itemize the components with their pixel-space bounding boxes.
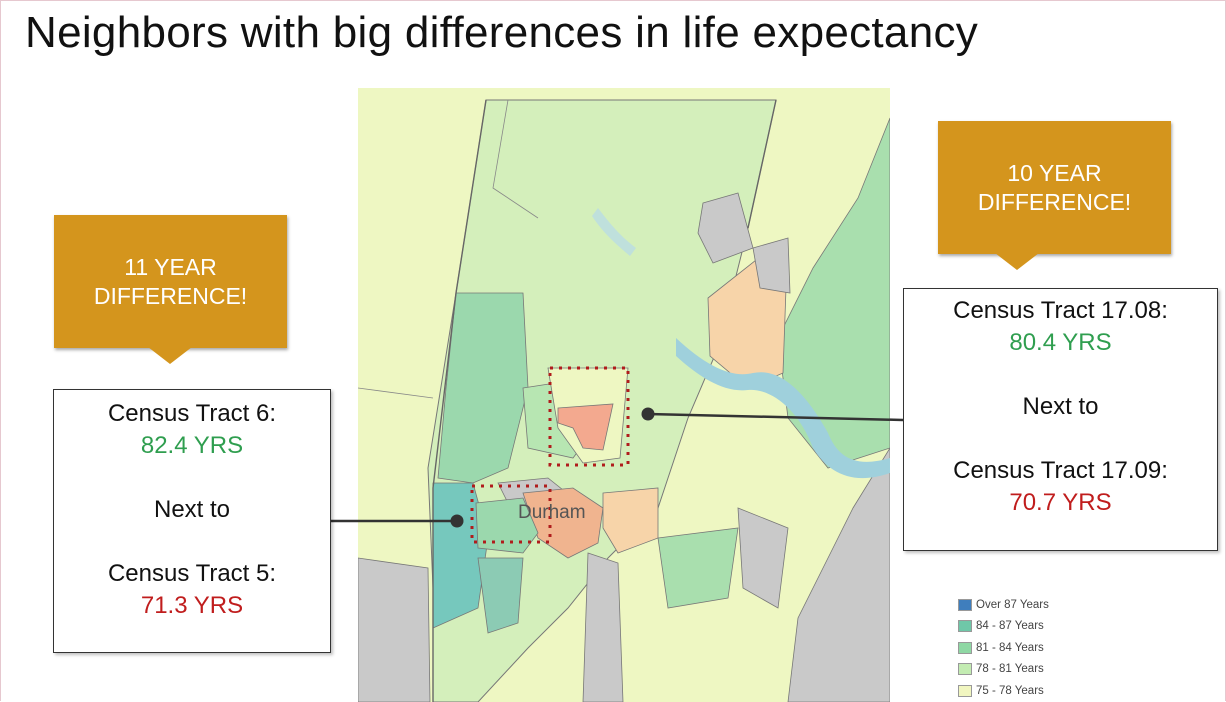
- left-tract-comparison: Census Tract 6: 82.4 YRS Next to Census …: [53, 389, 331, 653]
- tract-1708-label: Census Tract 17.08:: [953, 297, 1168, 324]
- tract-1709-label: Census Tract 17.09:: [953, 457, 1168, 484]
- legend-item: 84 - 87 Years: [958, 616, 1049, 638]
- legend-swatch: [958, 663, 972, 676]
- legend-label: 84 - 87 Years: [976, 620, 1044, 633]
- legend-swatch: [958, 641, 972, 654]
- legend-item: Over 87 Years: [958, 594, 1049, 616]
- legend-swatch: [958, 620, 972, 633]
- tract-1709-value: 70.7 YRS: [1009, 489, 1112, 516]
- legend-label: Over 87 Years: [976, 598, 1049, 611]
- tract-6-label: Census Tract 6:: [107, 400, 277, 427]
- tract-6-value: 82.4 YRS: [140, 432, 244, 459]
- right-difference-banner: 10 YEAR DIFFERENCE!: [938, 121, 1171, 270]
- legend-swatch: [958, 684, 972, 697]
- slide-title: Neighbors with big differences in life e…: [25, 8, 979, 57]
- legend-item: 75 - 78 Years: [958, 680, 1049, 702]
- legend-item: 81 - 84 Years: [958, 637, 1049, 659]
- legend-swatch: [958, 598, 972, 611]
- left-difference-banner: 11 YEAR DIFFERENCE!: [54, 215, 287, 364]
- census-tract-map: Durham: [358, 88, 890, 702]
- legend-label: 75 - 78 Years: [976, 684, 1044, 697]
- tract-1708-value: 80.4 YRS: [1009, 329, 1112, 356]
- right-next-to: Next to: [1022, 393, 1099, 420]
- legend-label: 81 - 84 Years: [976, 641, 1044, 654]
- right-tract-comparison: Census Tract 17.08: 80.4 YRS Next to Cen…: [903, 288, 1218, 551]
- map-legend: Over 87 Years 84 - 87 Years 81 - 84 Years 7…: [958, 594, 1049, 702]
- right-banner-text: 10 YEAR DIFFERENCE!: [977, 159, 1132, 215]
- left-next-to: Next to: [153, 496, 231, 523]
- tract-5-value: 71.3 YRS: [140, 592, 244, 619]
- left-banner-text: 11 YEAR DIFFERENCE!: [93, 253, 248, 309]
- legend-label: 78 - 81 Years: [976, 663, 1044, 676]
- legend-item: 78 - 81 Years: [958, 659, 1049, 681]
- map-label: Durham: [518, 502, 586, 523]
- tract-5-label: Census Tract 5:: [107, 560, 277, 587]
